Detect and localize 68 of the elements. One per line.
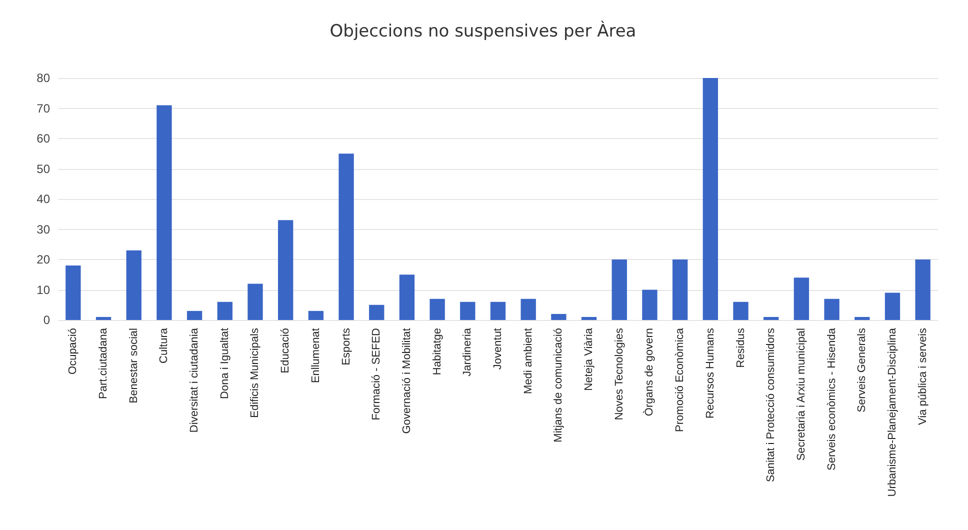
bar bbox=[338, 154, 354, 320]
bar bbox=[490, 302, 506, 320]
y-tick-label: 70 bbox=[36, 101, 50, 116]
x-tick-label: Enllumenat bbox=[310, 328, 322, 384]
x-tick-label: Neteja Viària bbox=[583, 327, 596, 391]
y-tick-label: 50 bbox=[36, 162, 50, 176]
x-tick-label: Urbanisme-Planejament-Disciplina bbox=[886, 327, 898, 497]
bar bbox=[278, 220, 294, 320]
y-tick-label: 0 bbox=[43, 313, 50, 327]
bar bbox=[308, 310, 324, 320]
x-tick-label: Formació - SEFED bbox=[370, 328, 383, 420]
x-tick-label: Promoció Econòmica bbox=[674, 327, 686, 432]
bar bbox=[642, 290, 658, 320]
y-tick-label: 10 bbox=[36, 282, 50, 297]
x-tick-label: Medi ambient bbox=[522, 328, 534, 394]
x-tick-label: Cultura bbox=[158, 327, 170, 364]
y-tick-label: 30 bbox=[36, 222, 50, 236]
bar bbox=[733, 302, 748, 320]
x-tick-label: Secretaria i Arxiu municipal bbox=[795, 328, 808, 461]
x-tick-label: Benestar social bbox=[128, 328, 140, 404]
x-tick-label: Dona i Igualtat bbox=[218, 328, 231, 399]
bar bbox=[884, 292, 900, 320]
bar bbox=[186, 310, 202, 320]
x-tick-label: Sanitat i Protecció consumidors bbox=[765, 328, 778, 482]
x-tick-label: Jardineria bbox=[462, 327, 474, 376]
bar bbox=[551, 314, 566, 320]
x-tick-label: Residus bbox=[734, 328, 747, 368]
bar bbox=[399, 274, 415, 320]
x-tick-label: Part.ciutadana bbox=[98, 327, 110, 399]
bar bbox=[672, 260, 688, 320]
bar bbox=[126, 250, 142, 320]
x-tick-label: Educació bbox=[280, 328, 292, 374]
bar bbox=[369, 304, 384, 320]
x-tick-label: Mitjans de comunicació bbox=[552, 328, 565, 442]
bar bbox=[702, 78, 718, 320]
bar bbox=[430, 298, 445, 320]
x-tick-label: Edificis Municipals bbox=[249, 328, 262, 418]
bar bbox=[824, 298, 840, 320]
y-tick-label: 20 bbox=[36, 252, 50, 266]
y-tick-label: 80 bbox=[36, 71, 50, 85]
bar bbox=[764, 316, 779, 320]
bar bbox=[794, 278, 810, 320]
bar bbox=[520, 298, 536, 320]
x-tick-label: Governació i Mobilitat bbox=[400, 328, 413, 434]
x-tick-label: Esports bbox=[340, 328, 352, 366]
bar bbox=[915, 260, 930, 320]
y-tick-label: 40 bbox=[36, 192, 50, 206]
x-tick-label: Via pública i serveis bbox=[916, 328, 929, 426]
bar bbox=[854, 316, 870, 320]
x-tick-label: Recursos Humans bbox=[704, 328, 716, 418]
bar bbox=[248, 284, 263, 320]
bar bbox=[581, 316, 597, 320]
x-tick-label: Serveis Generals bbox=[856, 328, 868, 412]
x-tick-label: Òrgans de govern bbox=[642, 328, 656, 416]
x-tick-label: Diversitat i ciutadania bbox=[188, 327, 201, 433]
y-tick-label: 60 bbox=[36, 132, 50, 146]
x-tick-label: Serveis econòmics - Hisenda bbox=[826, 327, 838, 470]
bar bbox=[460, 302, 476, 320]
bar bbox=[156, 105, 172, 320]
bar bbox=[612, 260, 627, 320]
x-tick-label: Ocupació bbox=[67, 328, 80, 374]
bar bbox=[217, 302, 232, 320]
x-tick-label: Habitatge bbox=[431, 328, 444, 376]
x-tick-label: Joventut bbox=[492, 328, 504, 370]
chart-title: Objeccions no suspensives per Àrea bbox=[330, 20, 636, 42]
bar bbox=[66, 266, 81, 320]
bar bbox=[96, 316, 112, 320]
x-tick-label: Noves Tecnologies bbox=[613, 328, 626, 420]
